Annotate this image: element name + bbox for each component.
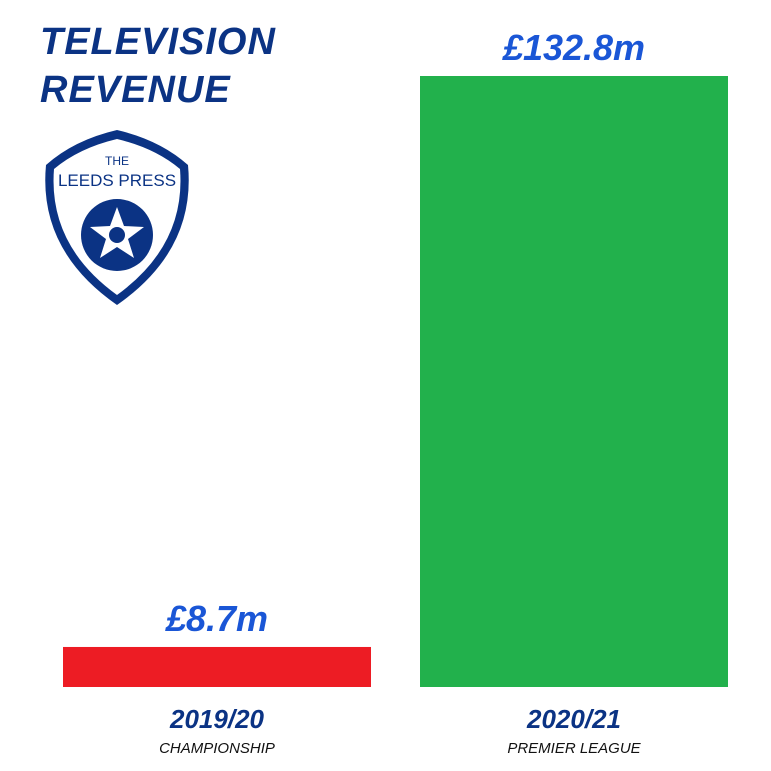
value-label: £132.8m — [502, 27, 645, 68]
x-tick-label: 2019/20 — [169, 704, 265, 734]
value-label: £8.7m — [165, 598, 268, 639]
x-tick-sublabel: CHAMPIONSHIP — [159, 740, 275, 757]
logo-name: LEEDS PRESS — [58, 171, 176, 190]
bar — [63, 646, 371, 687]
bar — [420, 76, 728, 687]
x-tick-label: 2020/21 — [526, 704, 621, 734]
logo-top: THE — [105, 154, 129, 168]
x-tick-sublabel: PREMIER LEAGUE — [507, 740, 641, 757]
logo-center — [109, 227, 125, 243]
logo: THE LEEDS PRESS — [45, 130, 189, 305]
chart-title: TELEVISION REVENUE — [40, 21, 276, 111]
